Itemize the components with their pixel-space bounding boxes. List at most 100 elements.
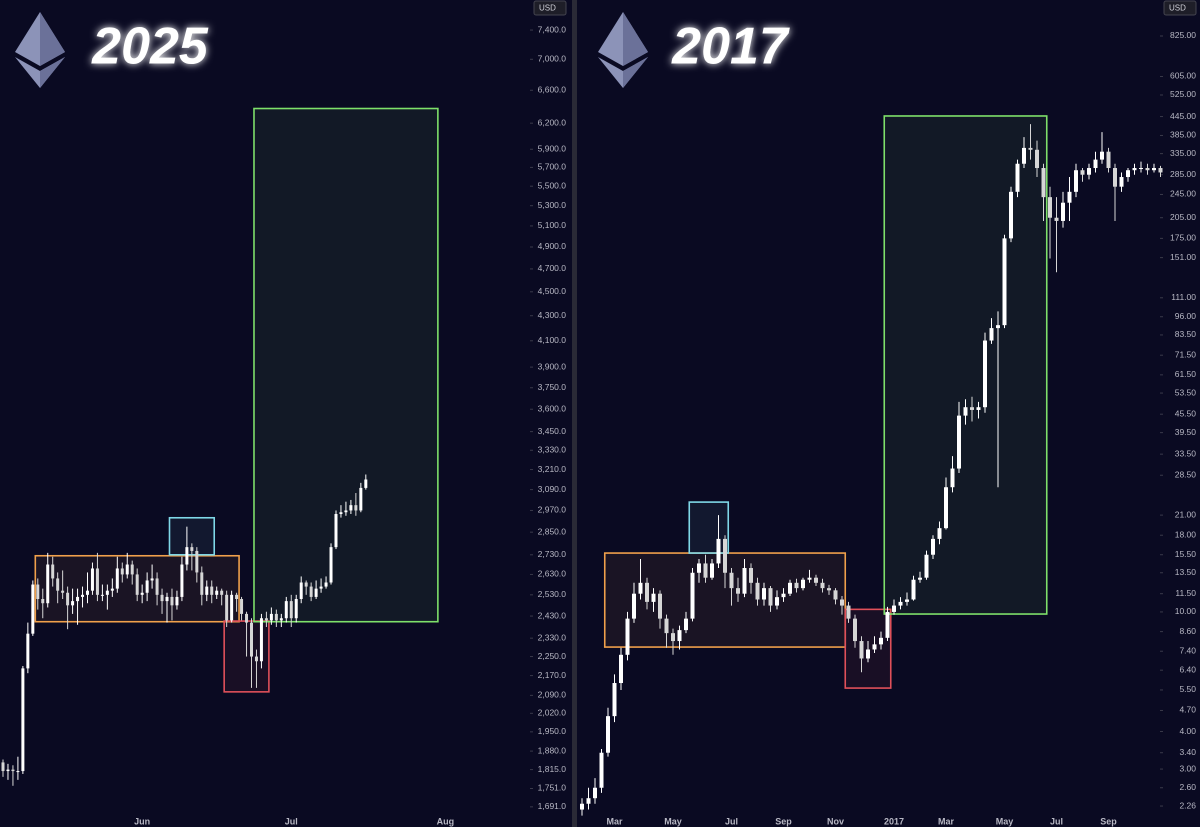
candle-body [314,588,318,597]
y-tick-label: 1,751.0 [538,783,567,793]
y-tick-label: 2,430.0 [538,610,567,620]
candle-body [918,577,922,580]
y-tick-label: 7.40 [1179,645,1196,655]
y-tick-label: 2,020.0 [538,708,567,718]
candle-body [259,618,263,662]
candle-body [319,586,323,589]
candle-body [339,512,343,515]
y-tick-label: 3,210.0 [538,464,567,474]
candle-body [931,538,935,555]
candle-body [1048,197,1052,218]
candle-body [344,510,348,513]
y-tick-label: 4.70 [1179,705,1196,715]
candle-body [215,590,219,595]
y-tick-label: 4,300.0 [538,310,567,320]
candle-body [359,487,363,511]
candle-body [1119,177,1124,187]
candle-body [165,596,169,602]
candle-body [879,637,883,645]
candle-body [354,505,358,511]
candle-body [16,771,20,773]
candle-body [671,633,675,642]
y-tick-label: 445.00 [1170,111,1196,121]
candle-body [593,787,597,799]
candle-body [872,644,877,650]
candle-body [225,594,229,621]
candle-body [304,582,308,587]
y-tick-label: 6,600.0 [538,85,567,95]
eth-logo [15,12,65,88]
candle-body [36,584,40,600]
y-tick-label: 3.00 [1179,763,1196,773]
candle-body [814,577,818,583]
candle-body [866,649,870,659]
y-tick-label: 5.50 [1179,684,1196,694]
y-tick-label: 33.50 [1175,448,1197,458]
y-tick-label: 3,600.0 [538,403,567,413]
candle-body [289,601,293,619]
y-tick-label: 1,815.0 [538,764,567,774]
highlight-box [883,115,1048,615]
candle-body [334,514,338,548]
candle-body [827,588,831,591]
y-tick-label: 71.50 [1175,349,1197,359]
candle-body [781,593,786,598]
candle-body [976,407,981,410]
y-tick-label: 2,630.0 [538,569,567,579]
y-tick-label: 4,100.0 [538,335,567,345]
candle-body [846,605,851,619]
y-tick-label: 5,300.0 [538,200,567,210]
y-tick-label: 1,950.0 [538,726,567,736]
candle-body [905,599,909,602]
candle-body [61,590,65,593]
candle-body [742,568,747,594]
candle-body [100,594,104,596]
highlight-box [253,107,439,623]
candle-body [664,618,669,634]
y-tick-label: 3,090.0 [538,484,567,494]
candle-body [1002,238,1007,326]
candle-body [349,505,353,511]
candle-body [1009,191,1013,239]
candle-body [1041,168,1046,198]
candle-body [364,479,368,488]
x-tick-label: Jul [725,816,738,826]
candle-body [612,683,617,717]
candle-body [801,579,805,589]
candle-body [85,590,89,595]
candle-body [210,586,214,595]
candle-body [1152,168,1156,171]
candle-body [1093,159,1098,169]
candle-body [175,596,179,606]
y-tick-label: 335.00 [1170,148,1196,158]
candle-body [1080,170,1085,175]
candle-body [937,528,942,539]
y-tick-label: 525.00 [1170,89,1196,99]
candle-body [645,582,649,602]
y-tick-label: 5,700.0 [538,162,567,172]
x-tick-label: 2017 [884,816,904,826]
y-tick-label: 83.50 [1175,329,1197,339]
y-tick-label: 2,330.0 [538,632,567,642]
y-tick-label: 15.50 [1175,549,1197,559]
candle-body [56,578,60,591]
candle-body [41,599,45,604]
candle-body [898,601,903,606]
candle-body [840,599,844,606]
x-tick-label: Aug [437,816,455,826]
candle-body [859,641,864,659]
y-tick-label: 5,900.0 [538,144,567,154]
y-tick-label: 1,691.0 [538,801,567,811]
eth-logo [598,12,648,88]
candle-body [1145,168,1150,171]
candle-body [1035,149,1039,169]
candle-body [95,568,99,595]
candle-body [996,325,1000,329]
y-tick-label: 3,750.0 [538,382,567,392]
candle-body [710,563,714,578]
candle-body [269,613,273,621]
candle-body [235,594,239,600]
candle-body [170,596,174,606]
